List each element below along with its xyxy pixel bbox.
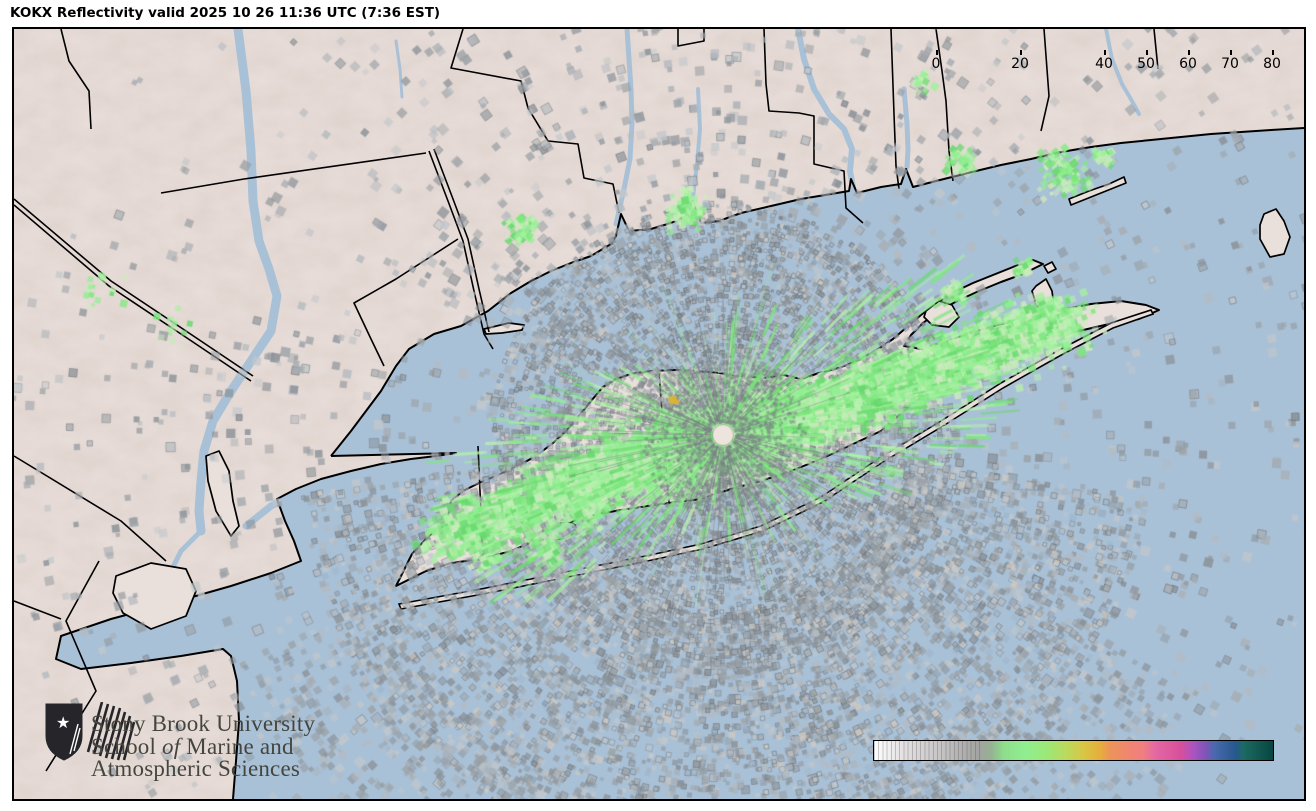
colorbar-tick (1020, 50, 1022, 55)
colorbar-tick-label: 20 (1011, 56, 1029, 72)
shield-star: ★ (56, 713, 70, 732)
radar-map: ★ Stony Brook University School of Marin… (12, 27, 1306, 801)
logo-line-2: School of Marine and (91, 733, 294, 759)
sbu-logo-text: Stony Brook University School of Marine … (91, 711, 316, 781)
colorbar-tick (1272, 50, 1274, 55)
colorbar-tick-label: 60 (1179, 56, 1197, 72)
sbu-shield-icon: ★ (45, 702, 136, 761)
sbu-logo: ★ Stony Brook University School of Marin… (44, 702, 374, 797)
colorbar-tick (936, 50, 938, 55)
reflectivity-colorbar (873, 740, 1274, 761)
colorbar-tick (1188, 50, 1190, 55)
colorbar-tick-label: 0 (931, 56, 941, 72)
colorbar-tick-label: 80 (1263, 56, 1281, 72)
colorbar-tick-label: 50 (1137, 56, 1155, 72)
colorbar-striation (874, 741, 984, 760)
colorbar-tick (1104, 50, 1106, 55)
colorbar-tick (1146, 50, 1148, 55)
logo-line-1: Stony Brook University (91, 711, 316, 736)
colorbar-tick (1230, 50, 1232, 55)
colorbar-tick-label: 40 (1095, 56, 1113, 72)
map-title: KOKX Reflectivity valid 2025 10 26 11:36… (10, 5, 441, 21)
radar-echo-overlay (14, 29, 1304, 799)
colorbar-tick-label: 70 (1221, 56, 1239, 72)
colorbar-gradient (874, 741, 1273, 760)
logo-line-3: Atmospheric Sciences (91, 756, 301, 781)
